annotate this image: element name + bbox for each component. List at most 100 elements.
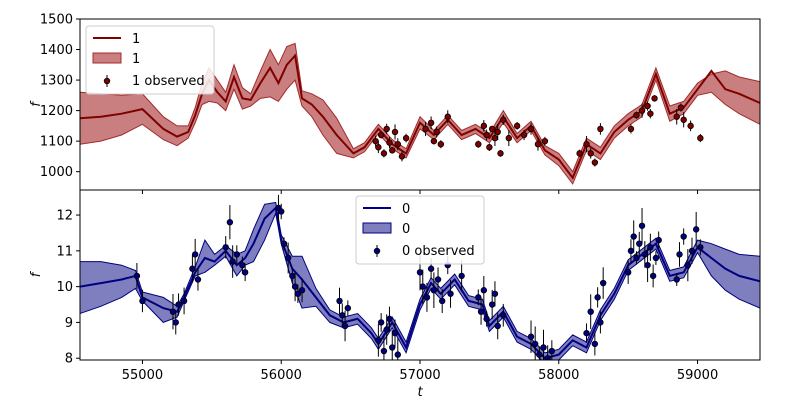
observed-point bbox=[597, 125, 604, 133]
y-tick-label: 1000 bbox=[40, 165, 73, 180]
observed-point bbox=[491, 134, 499, 142]
observed-point bbox=[684, 261, 692, 269]
observed-point bbox=[540, 344, 547, 351]
observed-point bbox=[641, 251, 649, 258]
observed-point bbox=[430, 287, 438, 294]
legend-band-swatch bbox=[92, 52, 122, 64]
observed-point bbox=[638, 107, 646, 114]
observed-point bbox=[422, 125, 429, 133]
legend-entry-mean: 1 bbox=[132, 32, 140, 47]
observed-point bbox=[133, 272, 141, 280]
observed-point bbox=[427, 265, 435, 272]
model-mean-line bbox=[80, 205, 760, 360]
y-axis-label: f bbox=[29, 100, 44, 107]
observed-point bbox=[513, 122, 521, 130]
observed-point bbox=[430, 137, 438, 145]
observed-point bbox=[497, 150, 504, 157]
observed-point bbox=[383, 326, 390, 333]
observed-point bbox=[475, 140, 482, 148]
observed-point bbox=[433, 128, 440, 136]
top-panel: 1000 1100 1200 1300 1400 1500 f 1 1 1 observed bbox=[29, 13, 761, 194]
observed-point bbox=[477, 308, 485, 315]
observed-point bbox=[534, 140, 542, 148]
observed-point bbox=[398, 153, 406, 160]
observed-point bbox=[680, 233, 687, 240]
observed-point bbox=[444, 113, 451, 120]
observed-point bbox=[676, 251, 683, 258]
observed-point bbox=[191, 251, 199, 258]
observed-point bbox=[647, 244, 654, 251]
observed-point bbox=[222, 244, 229, 251]
observed-point bbox=[419, 283, 426, 290]
observed-point bbox=[180, 297, 188, 305]
observed-point bbox=[494, 322, 501, 330]
x-tick-label: 59000 bbox=[677, 368, 718, 383]
observed-point bbox=[627, 125, 635, 133]
observed-point bbox=[483, 315, 490, 323]
observed-point bbox=[233, 251, 241, 258]
observed-point bbox=[375, 337, 382, 344]
observed-point bbox=[423, 294, 431, 301]
observed-point bbox=[391, 329, 399, 337]
observed-point bbox=[636, 240, 643, 247]
observed-point bbox=[673, 276, 680, 283]
observed-point bbox=[692, 226, 700, 233]
observed-point bbox=[402, 134, 410, 142]
plot-area bbox=[80, 194, 760, 360]
observed-point bbox=[278, 208, 285, 215]
legend-entry-mean: 0 bbox=[402, 202, 410, 217]
observed-point bbox=[389, 344, 396, 351]
x-tick-label: 58000 bbox=[538, 368, 579, 383]
y-tick-label: 11 bbox=[56, 244, 73, 259]
x-tick-label: 56000 bbox=[261, 368, 302, 383]
observed-point bbox=[541, 137, 549, 145]
observed-point bbox=[624, 269, 632, 276]
observed-point bbox=[638, 222, 646, 229]
y-tick-label: 1200 bbox=[40, 104, 73, 119]
observed-point bbox=[383, 125, 390, 133]
legend-box bbox=[85, 25, 215, 95]
observed-point bbox=[644, 102, 651, 110]
observed-point bbox=[439, 297, 446, 305]
legend-point-swatch bbox=[373, 247, 381, 255]
observed-point bbox=[284, 254, 292, 262]
legend-band-swatch bbox=[362, 222, 392, 234]
y-tick-label: 1300 bbox=[40, 74, 73, 89]
observed-point bbox=[583, 329, 590, 337]
observed-point bbox=[697, 244, 704, 251]
observed-point bbox=[536, 351, 543, 358]
observed-point bbox=[241, 269, 249, 276]
observed-point bbox=[652, 254, 660, 262]
observed-point bbox=[394, 351, 401, 358]
observed-point bbox=[391, 128, 399, 136]
observed-point bbox=[488, 125, 496, 133]
observed-point bbox=[169, 308, 177, 315]
observed-point bbox=[447, 290, 454, 297]
observed-point bbox=[336, 297, 343, 305]
observed-point bbox=[372, 137, 379, 145]
observed-point bbox=[527, 333, 535, 340]
observed-point bbox=[386, 139, 393, 146]
observed-point bbox=[480, 287, 488, 294]
legend-entry-band: 0 bbox=[402, 222, 410, 237]
observed-point bbox=[480, 122, 488, 130]
observed-point bbox=[697, 134, 704, 142]
observed-point bbox=[339, 312, 346, 319]
observed-point bbox=[239, 261, 246, 269]
observed-point bbox=[500, 312, 507, 319]
observed-point bbox=[298, 287, 306, 294]
legend-point-swatch bbox=[103, 77, 111, 85]
observed-point bbox=[289, 272, 296, 280]
y-tick-label: 1400 bbox=[40, 43, 73, 58]
observed-point bbox=[505, 134, 513, 142]
observed-point bbox=[655, 236, 662, 244]
observed-point bbox=[194, 276, 202, 283]
observed-point bbox=[677, 104, 685, 111]
observed-point bbox=[458, 272, 465, 280]
observed-point bbox=[377, 131, 385, 139]
observed-point bbox=[139, 297, 146, 305]
observed-point bbox=[386, 315, 393, 323]
y-tick-label: 1500 bbox=[40, 13, 73, 28]
observed-point bbox=[688, 247, 696, 255]
